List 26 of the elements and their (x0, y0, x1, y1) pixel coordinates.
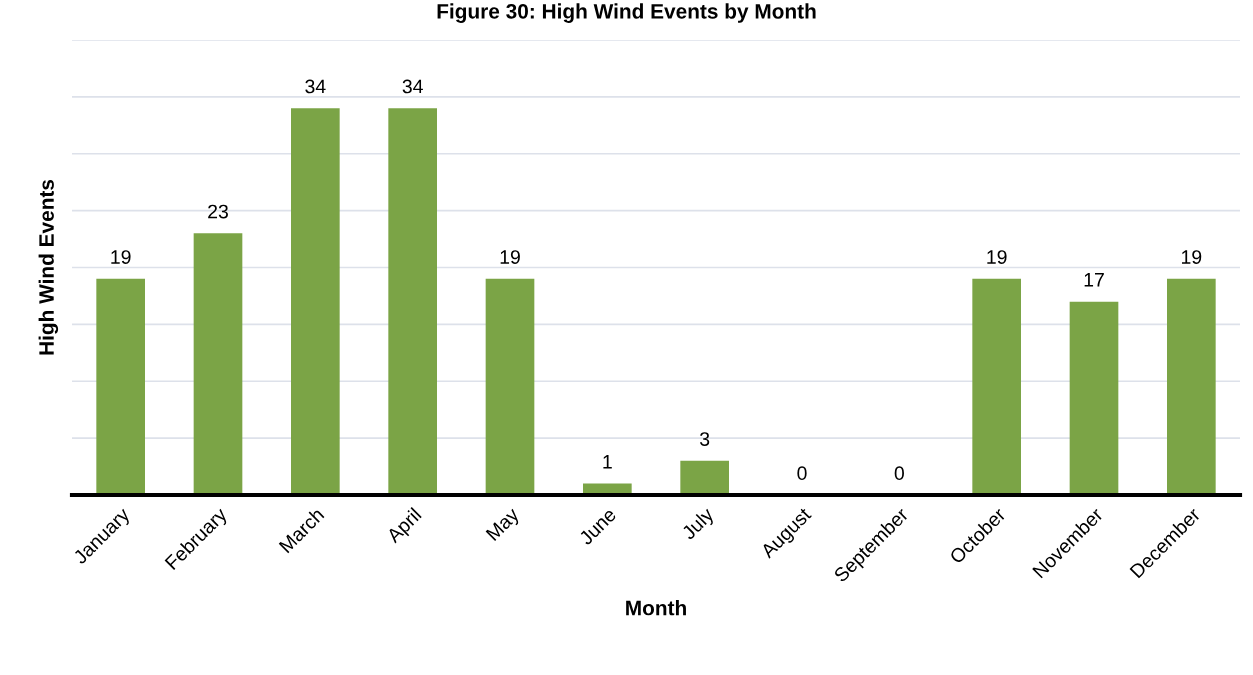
data-label: 17 (1084, 273, 1104, 287)
chart-title: Figure 30: High Wind Events by Month (437, 3, 816, 23)
data-label: 0 (894, 466, 904, 481)
data-label: 1 (603, 455, 612, 469)
bar (291, 108, 340, 495)
bar (96, 278, 145, 495)
x-axis-title: Month (626, 600, 686, 616)
bar (193, 233, 243, 495)
data-label: 0 (797, 466, 807, 481)
data-label: 34 (305, 79, 326, 94)
data-label: 3 (700, 432, 710, 446)
bar (1069, 301, 1119, 495)
bar (485, 278, 535, 495)
y-axis-title: High Wind Events (38, 179, 59, 355)
data-label: 19 (1182, 250, 1202, 264)
bar (1167, 278, 1216, 495)
data-label: 34 (402, 79, 423, 94)
bar (972, 278, 1021, 495)
x-tick-label: July (680, 506, 718, 544)
data-label: 19 (111, 250, 131, 264)
bar (388, 108, 437, 495)
data-label: 19 (987, 250, 1007, 264)
bar (680, 460, 729, 495)
data-label: 23 (208, 204, 228, 219)
data-label: 19 (500, 250, 520, 264)
x-tick-label: May (485, 506, 523, 544)
